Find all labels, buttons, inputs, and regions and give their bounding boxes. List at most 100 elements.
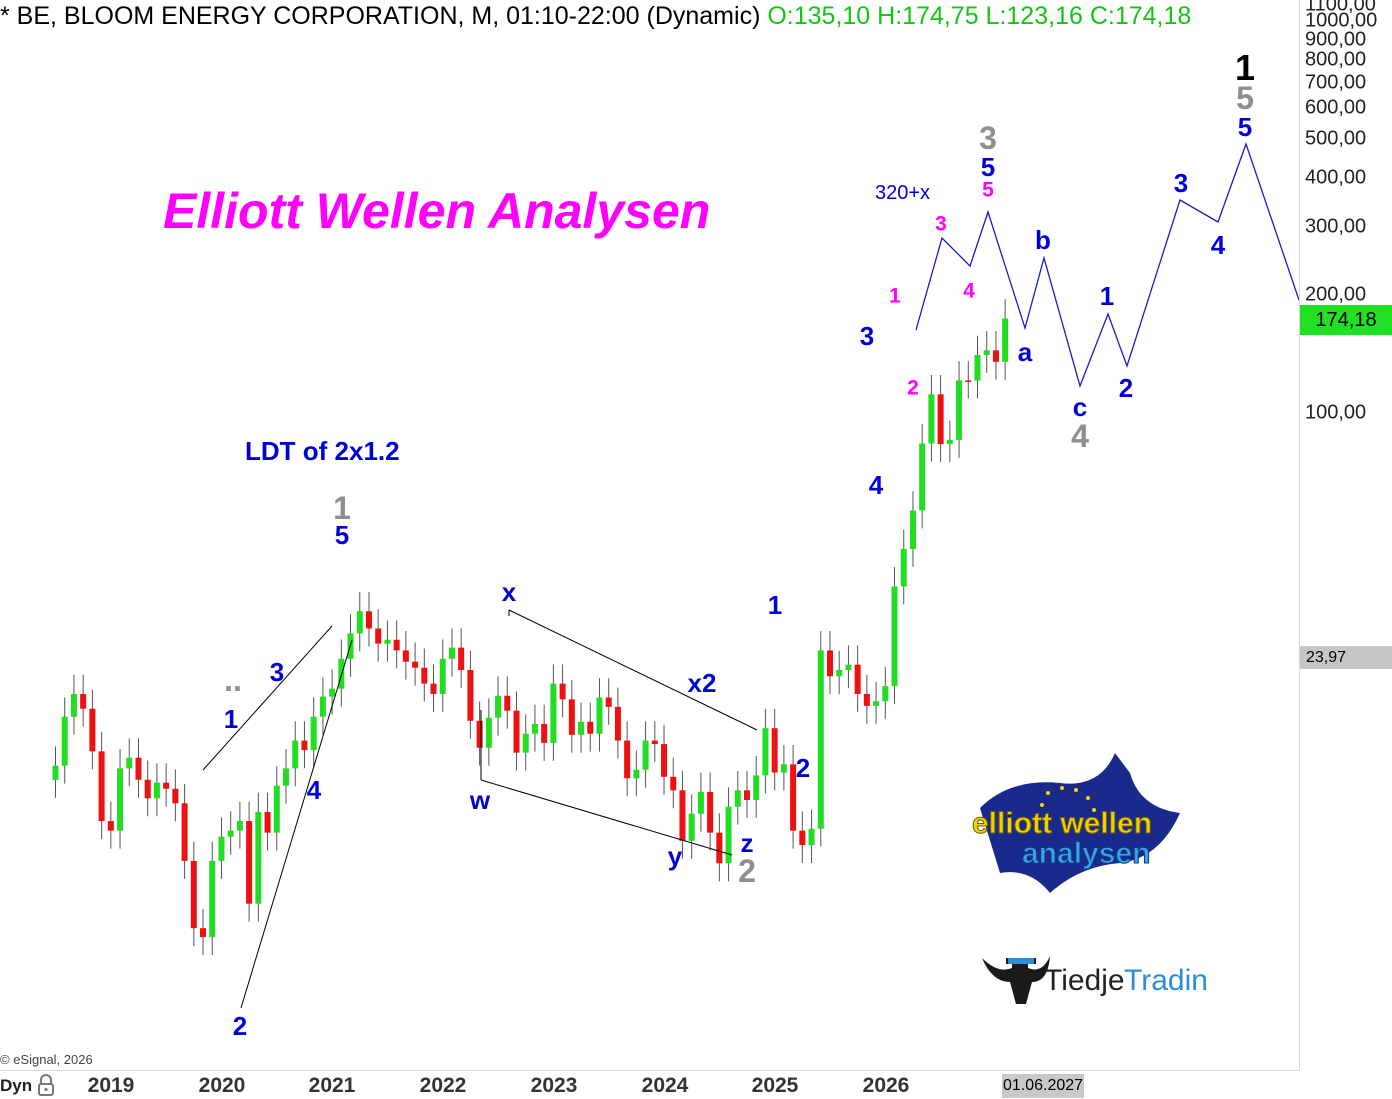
wave-label-4: 4 bbox=[1210, 230, 1226, 260]
candle-body bbox=[651, 740, 658, 745]
candle-body bbox=[375, 628, 382, 644]
candle-body bbox=[485, 717, 492, 748]
wave-label-4: 4 bbox=[868, 470, 884, 500]
candle-body bbox=[200, 928, 207, 938]
wave-label-x: x bbox=[501, 577, 517, 607]
candle-body bbox=[98, 751, 105, 822]
candle-body bbox=[605, 697, 612, 707]
candle-body bbox=[836, 669, 843, 677]
y-tick-label: 700,00 bbox=[1305, 71, 1367, 94]
candle-body bbox=[52, 765, 59, 780]
x-tick-label: 2020 bbox=[198, 1074, 246, 1097]
y-tick-label: 900,00 bbox=[1305, 28, 1367, 51]
ldt-annotation: LDT of 2x1.2 bbox=[245, 436, 400, 466]
y-tick-label: 300,00 bbox=[1305, 215, 1367, 238]
candle-body bbox=[365, 611, 372, 629]
wave-label-3: 3 bbox=[1173, 168, 1189, 198]
candle-body bbox=[983, 350, 990, 355]
wave-label-4: 4 bbox=[306, 775, 322, 805]
wave-label-black-1: 1 bbox=[1234, 47, 1256, 88]
x-tick-label: 2025 bbox=[751, 1074, 799, 1097]
candle-body bbox=[707, 791, 714, 833]
candle-body bbox=[596, 697, 603, 734]
y-tick-label: 400,00 bbox=[1305, 166, 1367, 189]
y-tick-label: 1100,00 bbox=[1305, 0, 1376, 16]
wave-label-b: b bbox=[1035, 225, 1051, 255]
candle-body bbox=[190, 860, 197, 929]
y-tick-label: 100,00 bbox=[1305, 401, 1367, 424]
wave-label-mag-1: 1 bbox=[889, 284, 901, 308]
candle-body bbox=[504, 695, 511, 711]
channel-line bbox=[202, 625, 333, 771]
candle-body bbox=[541, 723, 548, 743]
candle-body bbox=[412, 661, 419, 668]
projection-path bbox=[915, 142, 1299, 389]
x-tick-label: 2021 bbox=[308, 1074, 356, 1097]
candle-body bbox=[310, 716, 317, 751]
candle-body bbox=[697, 791, 704, 814]
candle-body bbox=[283, 768, 289, 786]
symbol-title: * BE, BLOOM ENERGY CORPORATION, M, 01:10… bbox=[0, 2, 768, 30]
candle-body bbox=[624, 740, 631, 779]
copyright-text: © eSignal, 2026 bbox=[0, 1052, 93, 1067]
candle-body bbox=[531, 723, 538, 734]
candle-body bbox=[458, 647, 465, 670]
candle-body bbox=[790, 764, 797, 831]
candle-body bbox=[319, 696, 326, 717]
candle-body bbox=[384, 639, 391, 644]
wave-label-2: 2 bbox=[1118, 373, 1134, 403]
candle-body bbox=[135, 757, 142, 780]
candle-body bbox=[845, 664, 852, 670]
candle-body bbox=[80, 693, 87, 709]
wave-label-5: 5 bbox=[334, 520, 350, 550]
lock-icon[interactable] bbox=[36, 1074, 56, 1096]
candle-body bbox=[153, 782, 160, 799]
candle-body bbox=[633, 769, 640, 779]
candle-body bbox=[273, 785, 280, 833]
candle-body bbox=[264, 811, 271, 833]
ohlc-values: O:135,10 H:174,75 L:123,16 C:174,18 bbox=[767, 2, 1192, 30]
candle-body bbox=[181, 803, 188, 861]
candle-body bbox=[587, 721, 594, 734]
wave-label-1: 1 bbox=[1099, 281, 1115, 311]
candle-body bbox=[255, 811, 262, 904]
channel-line bbox=[508, 609, 758, 731]
candle-body bbox=[393, 639, 400, 651]
wave-label-2: 2 bbox=[795, 753, 811, 783]
tiedje-text: Tiedje bbox=[1044, 964, 1125, 997]
x-tick-label: 2024 bbox=[641, 1074, 689, 1097]
candle-body bbox=[126, 757, 133, 769]
price-chart[interactable] bbox=[0, 0, 1299, 1070]
candle-body bbox=[974, 354, 981, 381]
candle-body bbox=[762, 728, 769, 776]
candle-body bbox=[209, 860, 216, 938]
candle-body bbox=[826, 650, 833, 677]
y-tick-label: 600,00 bbox=[1305, 96, 1367, 119]
wave-label-1: 1 bbox=[223, 704, 239, 734]
candle-body bbox=[522, 733, 529, 753]
wave-label-mag-4: 4 bbox=[963, 279, 975, 303]
candle-body bbox=[301, 740, 308, 751]
wave-label-2: 2 bbox=[232, 1011, 248, 1041]
candle-body bbox=[236, 821, 243, 831]
x-tick-label: 2023 bbox=[530, 1074, 578, 1097]
reference-price-marker: 23,97 bbox=[1300, 646, 1392, 669]
candle-body bbox=[107, 821, 114, 831]
candle-body bbox=[725, 806, 732, 864]
candle-body bbox=[873, 701, 880, 706]
x-tick-label: 2022 bbox=[419, 1074, 467, 1097]
candle-body bbox=[172, 788, 179, 804]
channel-line bbox=[480, 779, 733, 856]
candle-body bbox=[578, 721, 585, 735]
wave-label-gray-4: 4 bbox=[1071, 418, 1089, 454]
candle-body bbox=[854, 664, 861, 694]
candles bbox=[52, 299, 1009, 956]
candle-body bbox=[356, 611, 363, 634]
trading-text: Trading bbox=[1124, 964, 1208, 997]
candle-body bbox=[716, 832, 723, 864]
candle-body bbox=[642, 740, 649, 770]
candle-body bbox=[661, 744, 668, 777]
dyn-label[interactable]: Dyn bbox=[0, 1076, 33, 1095]
candle-body bbox=[614, 706, 621, 741]
price-axis[interactable] bbox=[1299, 0, 1392, 1070]
